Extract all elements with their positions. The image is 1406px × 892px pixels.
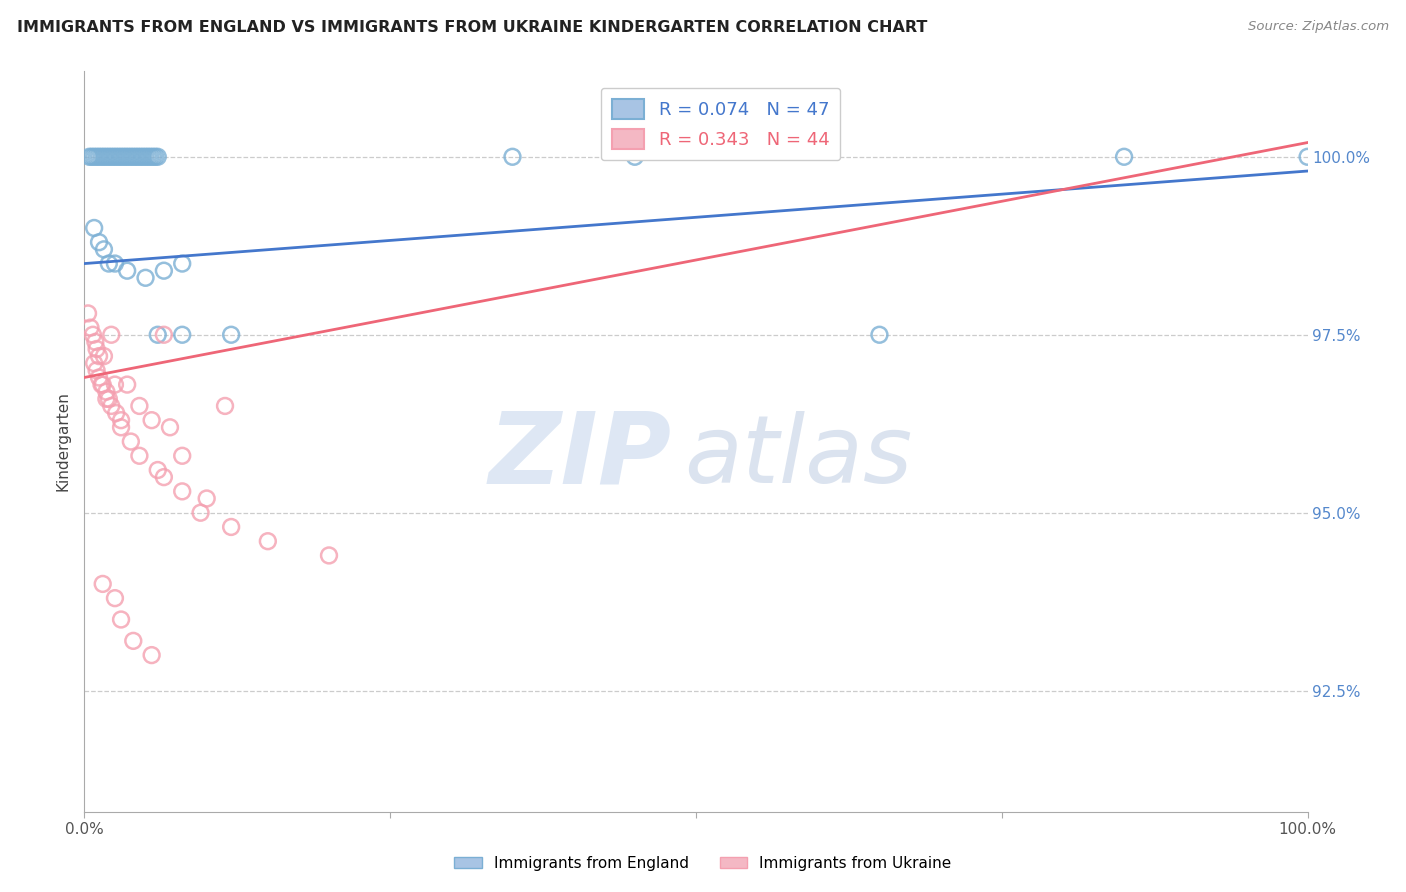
Point [195,491,218,506]
Point [153,327,176,342]
Text: ZIP: ZIP [488,408,672,505]
Point [125,150,148,164]
Point [143,150,166,164]
Legend: Immigrants from England, Immigrants from Ukraine: Immigrants from England, Immigrants from… [449,850,957,877]
Point [172,449,194,463]
Point [104,591,127,606]
Point [110,613,132,627]
Point [135,270,157,285]
Point [172,327,194,342]
Point [104,377,127,392]
Point [122,150,145,164]
Point [97,256,120,270]
Point [96,150,118,164]
Point [120,434,142,449]
Legend: R = 0.074   N = 47, R = 0.343   N = 44: R = 0.074 N = 47, R = 0.343 N = 44 [600,87,841,161]
Point [77,150,100,164]
Point [219,327,242,342]
Point [87,150,110,164]
Point [190,506,212,520]
Point [100,327,122,342]
Point [1114,150,1136,164]
Point [153,470,176,484]
Point [86,342,108,356]
Point [86,150,108,164]
Point [117,150,139,164]
Point [869,327,891,342]
Point [112,150,135,164]
Point [1296,150,1319,164]
Point [103,150,125,164]
Point [86,363,108,377]
Point [115,263,138,277]
Point [129,150,152,164]
Point [87,235,110,250]
Point [146,150,169,164]
Point [96,392,118,406]
Point [100,150,122,164]
Text: atlas: atlas [683,411,912,502]
Point [142,150,165,164]
Point [318,549,340,563]
Point [77,306,100,320]
Point [132,150,155,164]
Point [91,577,114,591]
Point [97,150,120,164]
Text: IMMIGRANTS FROM ENGLAND VS IMMIGRANTS FROM UKRAINE KINDERGARTEN CORRELATION CHAR: IMMIGRANTS FROM ENGLAND VS IMMIGRANTS FR… [17,20,927,35]
Point [115,150,138,164]
Point [84,334,107,349]
Point [110,413,132,427]
Point [122,633,145,648]
Point [93,150,115,164]
Point [136,150,159,164]
Point [127,150,149,164]
Point [153,263,176,277]
Point [146,327,169,342]
Point [120,150,142,164]
Point [87,370,110,384]
Point [115,377,138,392]
Point [87,349,110,363]
Point [624,150,647,164]
Point [96,384,118,399]
Point [91,377,114,392]
Point [97,392,120,406]
Y-axis label: Kindergarten: Kindergarten [55,392,70,491]
Point [257,534,280,549]
Point [93,349,115,363]
Point [100,399,122,413]
Point [83,356,105,370]
Point [141,413,163,427]
Point [159,420,181,434]
Point [82,327,104,342]
Text: Source: ZipAtlas.com: Source: ZipAtlas.com [1249,20,1389,33]
Point [110,420,132,434]
Point [83,221,105,235]
Point [135,150,157,164]
Point [80,150,103,164]
Point [172,256,194,270]
Point [139,150,162,164]
Point [219,520,242,534]
Point [172,484,194,499]
Point [214,399,236,413]
Point [83,150,105,164]
Point [93,243,115,257]
Point [146,463,169,477]
Point [128,449,150,463]
Point [104,256,127,270]
Point [105,150,128,164]
Point [110,150,132,164]
Point [79,320,101,334]
Point [502,150,524,164]
Point [107,150,129,164]
Point [90,150,112,164]
Point [105,406,128,420]
Point [128,399,150,413]
Point [141,648,163,662]
Point [90,377,112,392]
